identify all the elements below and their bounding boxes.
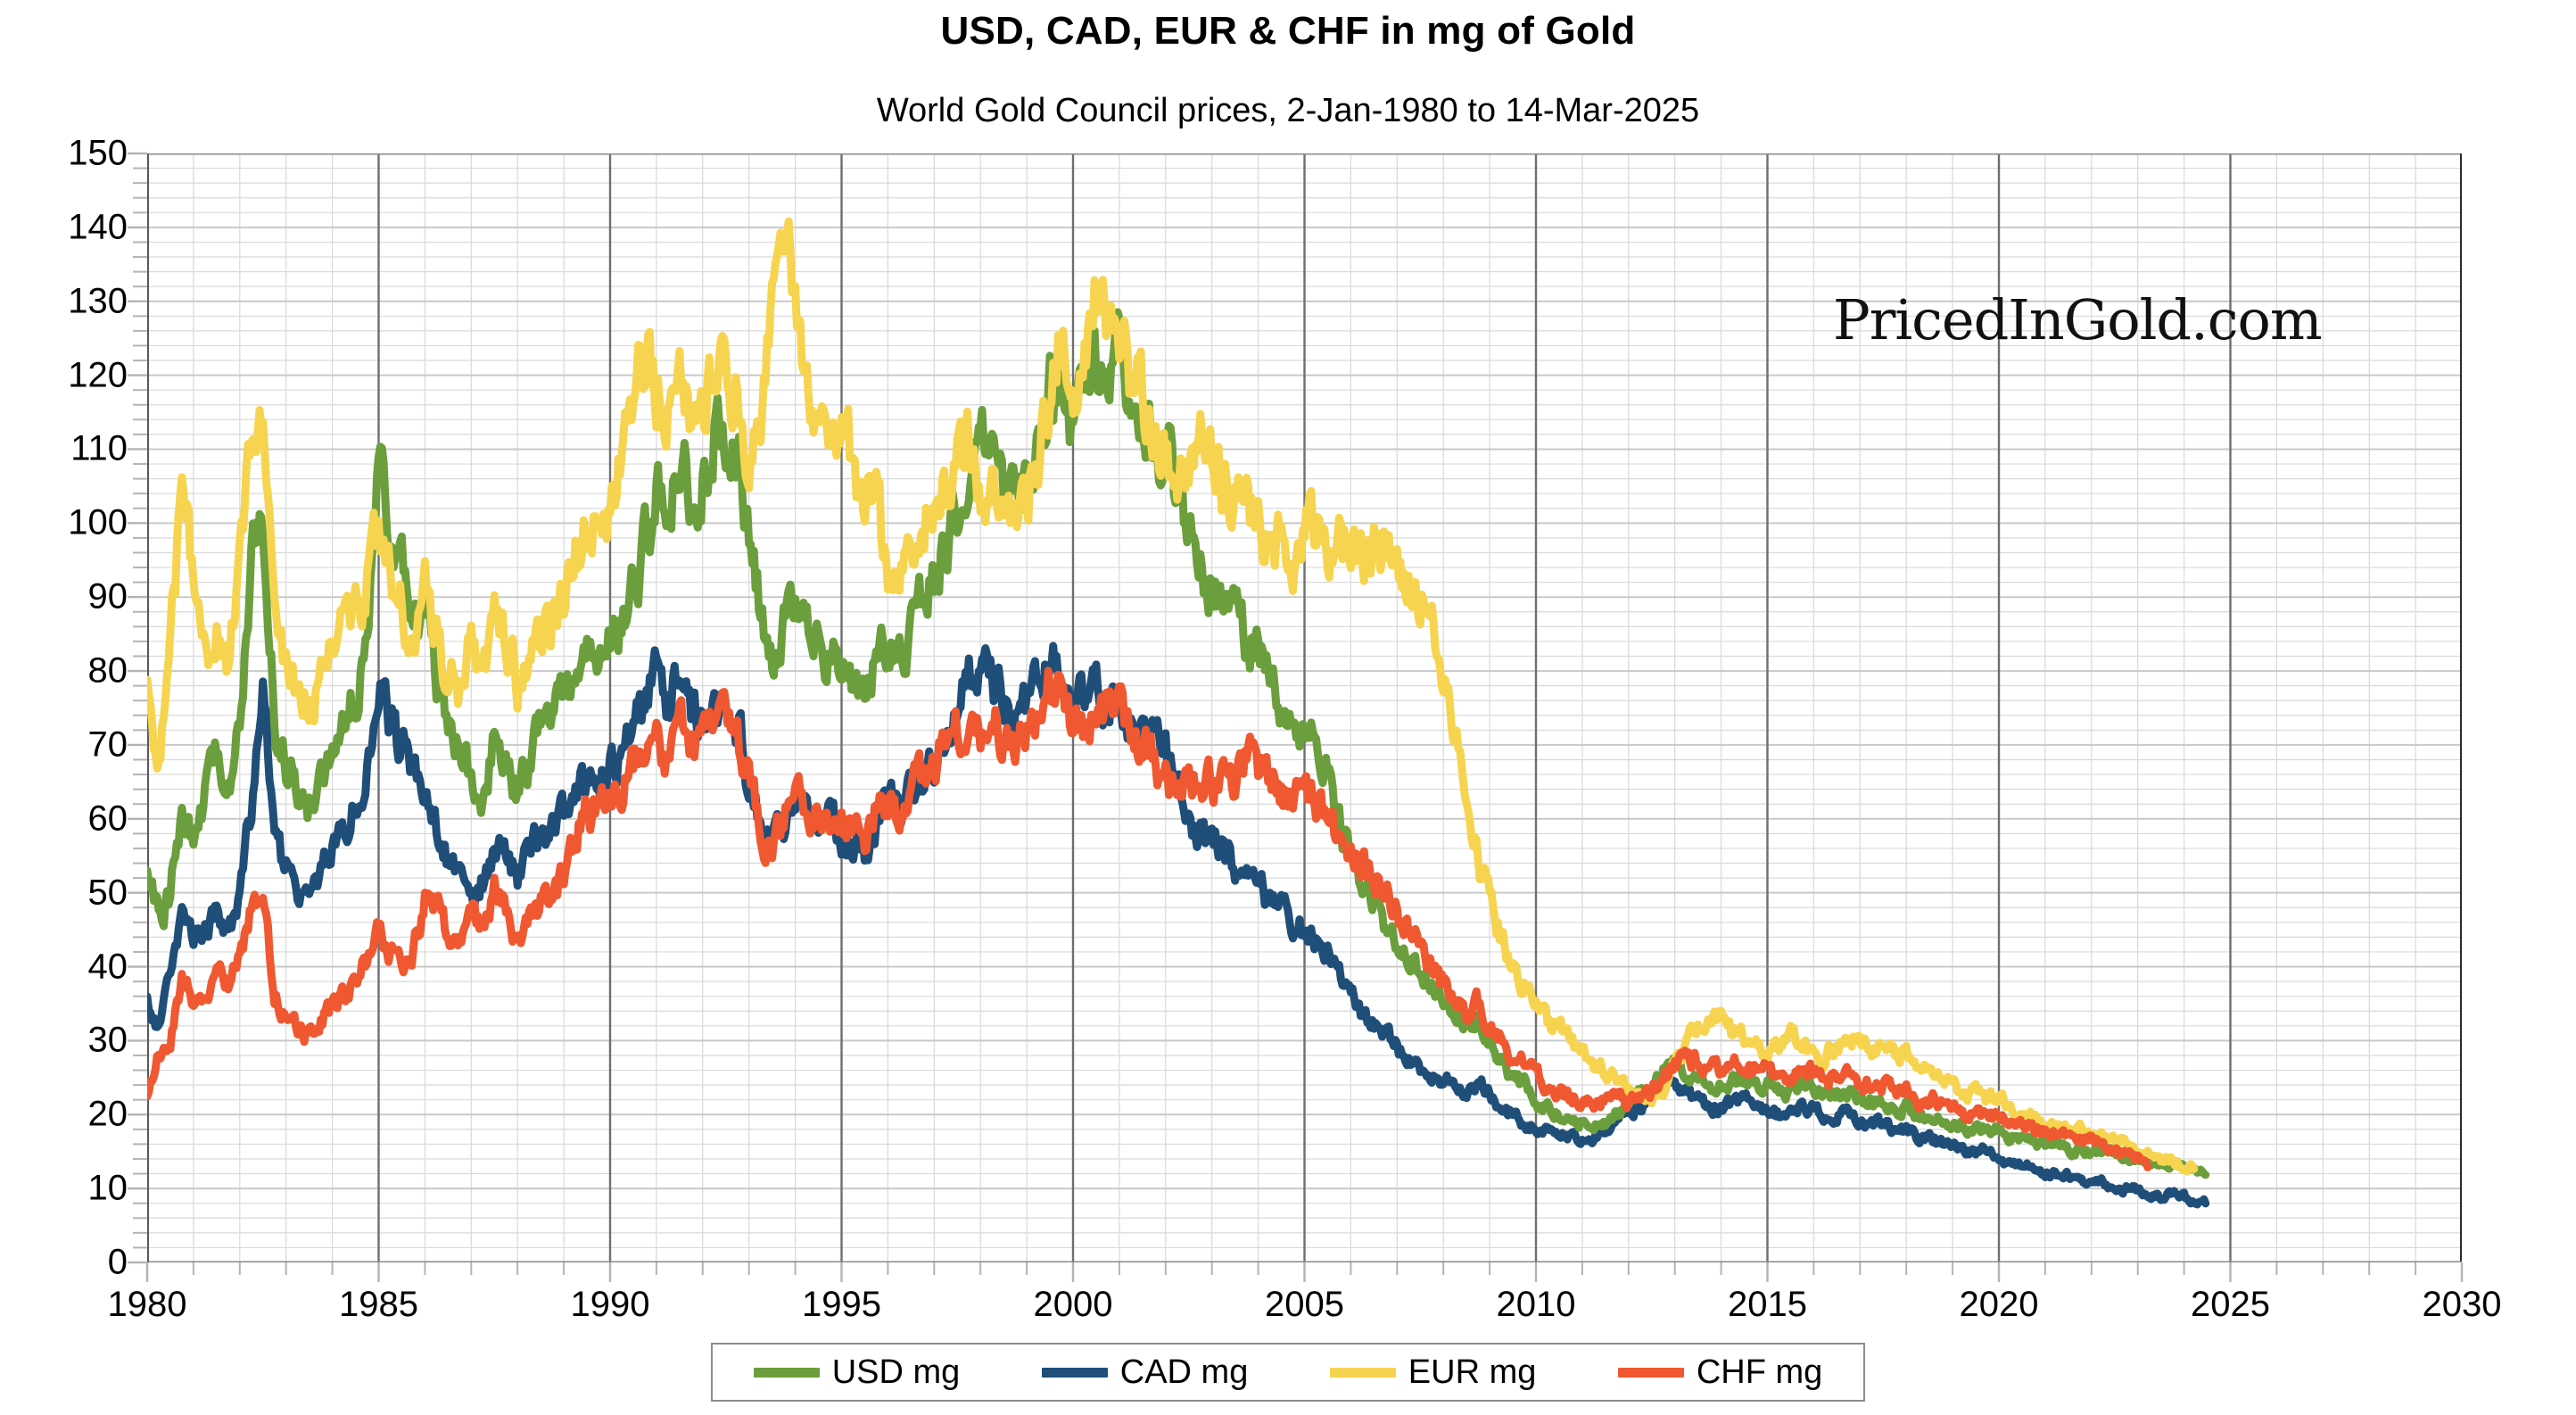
legend-item-chf[interactable]: CHF mg: [1617, 1353, 1823, 1392]
chart-canvas: [147, 153, 2462, 1262]
x-tick-label: 2020: [1959, 1285, 2039, 1324]
y-axis-tick-labels: 0 10 20 30 40 50 60 70 80 90 100 110 120 130 140 150: [0, 0, 147, 1415]
y-tick-label: 20: [87, 1094, 128, 1134]
y-tick-label: 130: [68, 281, 128, 321]
y-tick-label: 100: [68, 502, 128, 542]
y-tick-label: 150: [68, 133, 128, 173]
plot-area: [147, 153, 2462, 1262]
legend-label: CHF mg: [1696, 1353, 1823, 1391]
legend-label: EUR mg: [1408, 1353, 1537, 1391]
legend-swatch-icon: [753, 1367, 820, 1378]
legend-label: USD mg: [831, 1353, 961, 1391]
x-tick-label: 2025: [2191, 1285, 2270, 1324]
chart-subtitle: World Gold Council prices, 2-Jan-1980 to…: [876, 92, 1700, 129]
x-tick-label: 2030: [2422, 1285, 2502, 1324]
x-tick-label: 2005: [1265, 1285, 1344, 1324]
y-tick-label: 110: [70, 428, 128, 468]
x-tick-label: 2000: [1033, 1285, 1113, 1324]
watermark-pricedingold: PricedInGold.com: [1833, 287, 2323, 352]
chart-legend: USD mg CAD mg EUR mg CHF mg: [711, 1343, 1865, 1402]
y-tick-label: 40: [87, 947, 128, 987]
series-line-eur: [147, 217, 2199, 1176]
x-tick-label: 1980: [107, 1285, 187, 1324]
legend-swatch-icon: [1329, 1367, 1396, 1378]
y-tick-label: 70: [87, 724, 128, 765]
legend-item-eur[interactable]: EUR mg: [1329, 1353, 1537, 1392]
legend-swatch-icon: [1617, 1367, 1684, 1378]
series-line-chf: [147, 666, 2152, 1171]
y-tick-label: 140: [68, 207, 128, 247]
x-tick-label: 2010: [1496, 1285, 1576, 1324]
y-tick-label: 0: [107, 1242, 128, 1282]
chart-title: USD, CAD, EUR & CHF in mg of Gold: [940, 9, 1636, 53]
legend-swatch-icon: [1041, 1367, 1108, 1378]
y-tick-label: 120: [68, 355, 128, 395]
x-tick-label: 2015: [1728, 1285, 1807, 1324]
legend-item-usd[interactable]: USD mg: [753, 1353, 961, 1392]
legend-label: CAD mg: [1119, 1353, 1249, 1391]
y-tick-label: 60: [87, 799, 128, 839]
y-tick-label: 50: [87, 873, 128, 913]
y-tick-label: 10: [87, 1168, 128, 1208]
x-tick-label: 1990: [570, 1285, 650, 1324]
y-tick-label: 90: [87, 576, 128, 616]
legend-item-cad[interactable]: CAD mg: [1041, 1353, 1249, 1392]
y-tick-label: 80: [87, 650, 128, 691]
y-tick-label: 30: [87, 1020, 128, 1060]
x-tick-label: 1995: [802, 1285, 881, 1324]
x-tick-label: 1985: [339, 1285, 418, 1324]
